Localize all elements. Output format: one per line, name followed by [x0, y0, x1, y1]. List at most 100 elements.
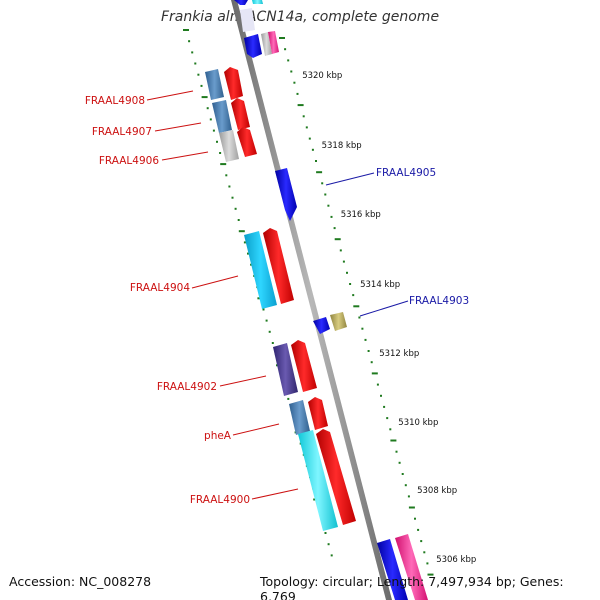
minor-tick [237, 219, 240, 221]
minor-tick [395, 450, 398, 453]
leader-FRAAL4906 [161, 151, 209, 161]
major-tick [220, 163, 227, 166]
minor-tick [311, 148, 314, 151]
gene-feature-top-pink[interactable] [268, 31, 279, 54]
gene-FRAAL4908-steel[interactable] [205, 69, 224, 100]
label-FRAAL4908[interactable]: FRAAL4908 [85, 95, 145, 107]
minor-tick [324, 193, 327, 196]
gene-FRAAL4905[interactable] [275, 168, 297, 221]
minor-tick [200, 84, 203, 87]
forward-gene-labels: FRAAL4908 FRAAL4907 FRAAL4906 FRAAL4904 … [85, 95, 250, 506]
major-tick [279, 37, 285, 39]
label-FRAAL4903[interactable]: FRAAL4903 [409, 295, 469, 307]
gene-FRAAL4904[interactable] [263, 228, 294, 304]
gene-FRAAL4900-cyan[interactable] [298, 430, 338, 531]
minor-tick [330, 554, 333, 557]
minor-tick [243, 241, 246, 244]
minor-tick [296, 92, 299, 95]
minor-tick [389, 428, 392, 431]
minor-tick [305, 126, 308, 129]
label-FRAAL4904[interactable]: FRAAL4904 [130, 282, 190, 294]
minor-tick [293, 81, 296, 84]
label-pheA[interactable]: pheA [204, 430, 232, 442]
gene-feature-top-gray[interactable] [261, 32, 272, 56]
gene-FRAAL4906[interactable] [237, 127, 257, 157]
label-FRAAL4902[interactable]: FRAAL4902 [157, 381, 217, 393]
gene-feature-bottom-pink[interactable] [395, 534, 428, 600]
gene-feature-top-blue-b[interactable] [244, 34, 262, 58]
leader-FRAAL4904 [191, 275, 239, 289]
map-title: Frankia alni ACN14a, complete genome [160, 9, 440, 25]
gene-FRAAL4907[interactable] [231, 98, 250, 130]
label-FRAAL4906[interactable]: FRAAL4906 [99, 155, 159, 167]
minor-tick [352, 294, 355, 297]
minor-tick [271, 342, 274, 344]
gene-FRAAL4902-purple[interactable] [273, 343, 298, 396]
minor-tick [234, 207, 237, 210]
minor-tick [383, 405, 386, 408]
minor-tick [225, 174, 228, 177]
scale-label-5316: 5316 kbp [341, 210, 381, 220]
minor-tick [287, 59, 290, 62]
gene-FRAAL4902[interactable] [291, 340, 317, 392]
scale-label-5318: 5318 kbp [322, 141, 362, 151]
minor-tick [247, 252, 249, 255]
gene-features [205, 0, 428, 600]
label-leader-lines [146, 90, 409, 500]
gene-FRAAL4906-gray[interactable] [219, 130, 239, 162]
major-tick [371, 372, 378, 375]
genome-stats-text: Topology: circular; Length: 7,497,934 bp… [260, 574, 564, 600]
genome-backbone [231, 0, 392, 600]
leader-FRAAL4907 [154, 122, 202, 132]
gene-feature-top-cyan[interactable] [252, 0, 263, 4]
gene-feature-top-light[interactable] [240, 8, 255, 32]
minor-tick [302, 115, 305, 118]
minor-tick [290, 70, 293, 73]
leader-pheA [232, 423, 280, 436]
scale-label-5320: 5320 kbp [302, 71, 342, 81]
minor-tick [407, 495, 410, 498]
accession-text: Accession: NC_008278 [9, 574, 152, 589]
gene-FRAAL4908[interactable] [224, 67, 243, 100]
minor-tick [349, 283, 352, 285]
minor-tick [414, 517, 416, 520]
gene-feature-bottom-blue[interactable] [377, 539, 408, 600]
gene-feature-top-blue-a[interactable] [234, 0, 248, 5]
gene-pheA[interactable] [308, 397, 328, 430]
minor-tick [219, 152, 222, 154]
gene-FRAAL4900[interactable] [316, 429, 356, 525]
minor-tick [216, 140, 218, 143]
minor-tick [191, 51, 194, 54]
scale-label-5312: 5312 kbp [379, 349, 419, 359]
scale-label-5314: 5314 kbp [360, 280, 400, 290]
gene-FRAAL4907-steel[interactable] [212, 100, 232, 133]
major-tick [427, 573, 434, 576]
minor-tick [398, 461, 401, 464]
gene-FRAAL4903[interactable] [330, 312, 347, 331]
gene-pheA-steel[interactable] [289, 400, 310, 435]
gene-FRAAL4904-cyan[interactable] [244, 231, 277, 309]
minor-tick [231, 196, 234, 199]
minor-tick [367, 350, 370, 352]
minor-tick [324, 532, 327, 534]
minor-tick [346, 271, 348, 274]
label-FRAAL4905[interactable]: FRAAL4905 [376, 167, 436, 179]
right-tick-track [279, 37, 434, 576]
scale-label-5310: 5310 kbp [398, 418, 438, 428]
minor-tick [420, 540, 423, 543]
minor-tick [206, 107, 209, 110]
minor-tick [327, 204, 330, 207]
leader-FRAAL4902 [219, 375, 267, 387]
minor-tick [401, 473, 404, 475]
minor-tick [268, 330, 271, 333]
label-FRAAL4900[interactable]: FRAAL4900 [190, 494, 250, 506]
leader-FRAAL4908 [146, 90, 194, 101]
minor-tick [228, 185, 231, 188]
gene-FRAAL4903-blue[interactable] [313, 317, 330, 334]
minor-tick [197, 73, 200, 76]
label-FRAAL4907[interactable]: FRAAL4907 [92, 126, 152, 138]
major-tick [334, 238, 341, 241]
minor-tick [417, 528, 420, 531]
